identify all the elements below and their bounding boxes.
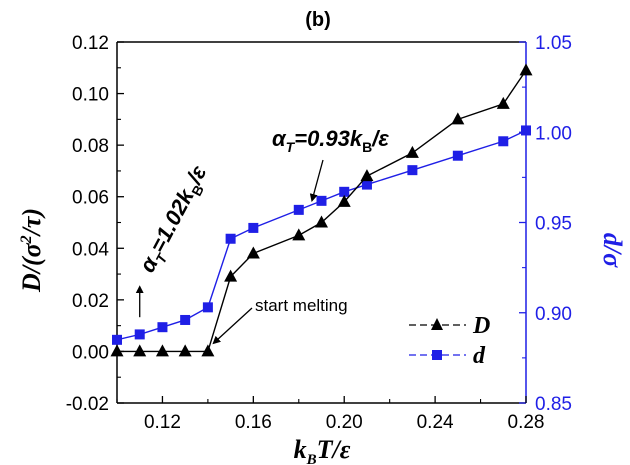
- svg-text:D: D: [472, 313, 490, 339]
- right-tick-label: 0.95: [535, 214, 572, 235]
- data-point-d: [248, 222, 259, 233]
- y-right-axis-title: d/σ: [598, 233, 627, 268]
- left-tick-label: 0.10: [72, 85, 109, 106]
- data-point-d: [134, 329, 145, 340]
- data-point-d: [112, 334, 122, 345]
- left-tick-label: 0.08: [72, 136, 109, 157]
- right-tick-label: 0.90: [535, 304, 572, 325]
- data-point-D: [519, 63, 533, 76]
- legend-entry-d: d: [409, 343, 486, 369]
- left-tick-label: 0.02: [72, 291, 109, 312]
- data-point-d: [225, 233, 236, 244]
- svg-text:d: d: [473, 343, 486, 369]
- data-point-d: [202, 302, 213, 313]
- annotation-arrow: [212, 307, 253, 345]
- legend-marker-square: [432, 350, 442, 360]
- panel-label: (b): [305, 9, 331, 31]
- svg-text:αT=1.02kB/ε: αT=1.02kB/ε: [134, 161, 215, 278]
- left-tick-label: -0.02: [66, 394, 109, 415]
- data-point-D: [178, 344, 192, 357]
- svg-text:αT=0.93kB/ε: αT=0.93kB/ε: [272, 126, 389, 155]
- right-tick-label: 1.05: [535, 33, 572, 54]
- data-point-D: [451, 112, 465, 125]
- x-tick-label: 0.24: [417, 412, 454, 433]
- right-tick-label: 1.00: [535, 123, 572, 144]
- data-point-D: [360, 169, 374, 182]
- y-left-axis-title: D/(σ2/τ): [17, 208, 46, 293]
- left-axis-ticks: -0.02 0.00 0.02 0.04 0.06 0.08 0.10 0.12: [66, 33, 124, 415]
- x-tick-label: 0.28: [508, 412, 545, 433]
- data-point-d: [180, 314, 191, 325]
- x-axis-ticks: 0.12 0.16 0.20 0.24 0.28: [116, 396, 545, 433]
- data-point-d: [407, 165, 418, 176]
- data-point-D: [292, 228, 306, 241]
- right-axis-ticks: 0.85 0.90 0.95 1.00 1.05: [519, 33, 572, 415]
- data-point-D: [155, 344, 169, 357]
- legend: D d: [409, 313, 490, 369]
- data-point-D: [315, 215, 328, 228]
- annotation-alpha-2: αT=0.93kB/ε: [272, 126, 389, 202]
- data-point-d: [452, 150, 463, 161]
- data-point-D: [405, 145, 419, 158]
- data-point-D: [224, 269, 238, 282]
- right-tick-label: 0.85: [535, 394, 572, 415]
- data-point-d: [293, 204, 304, 215]
- x-tick-label: 0.12: [144, 412, 181, 433]
- x-tick-label: 0.20: [326, 412, 363, 433]
- annotation-start-melting: start melting: [212, 296, 348, 345]
- data-point-D: [201, 344, 215, 357]
- left-tick-label: 0.00: [72, 342, 109, 363]
- legend-entry-D: D: [409, 313, 490, 339]
- data-point-d: [157, 322, 168, 333]
- series-d: [112, 125, 531, 345]
- x-axis-title: kBT/ε: [294, 435, 351, 465]
- data-point-d: [339, 186, 350, 197]
- annotation-arrow: [309, 159, 324, 202]
- series-D: [110, 63, 533, 357]
- x-tick-label: 0.16: [235, 412, 272, 433]
- data-point-D: [496, 96, 510, 109]
- annotation-alpha-1: αT=1.02kB/ε: [134, 161, 215, 318]
- svg-text:start melting: start melting: [255, 296, 348, 315]
- left-tick-label: 0.06: [72, 188, 109, 209]
- data-point-d: [316, 195, 327, 206]
- data-point-D: [246, 246, 260, 259]
- data-point-d: [521, 125, 531, 136]
- data-point-D: [133, 344, 147, 357]
- left-tick-label: 0.04: [72, 239, 109, 260]
- data-point-D: [337, 194, 351, 207]
- data-point-d: [361, 179, 372, 190]
- legend-marker-triangle: [431, 318, 443, 330]
- data-point-d: [498, 136, 509, 147]
- data-point-D: [110, 344, 124, 357]
- left-tick-label: 0.12: [72, 33, 109, 54]
